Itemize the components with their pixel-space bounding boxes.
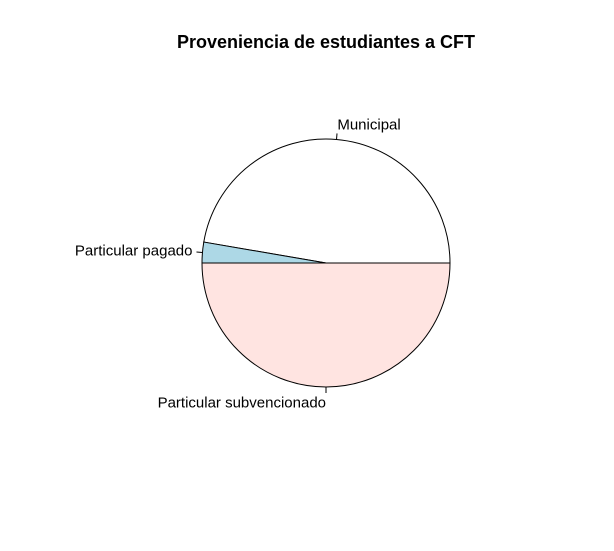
pie-label: Municipal: [337, 116, 400, 133]
chart-title: Proveniencia de estudiantes a CFT: [177, 32, 475, 52]
pie-label-tick: [336, 133, 338, 140]
pie-labels: Municipal Particular pagado Particular sub…: [75, 116, 401, 411]
pie-label: Particular subvencionado: [158, 394, 326, 411]
pie-slices: [201, 138, 451, 388]
pie-label-tick: [196, 251, 203, 253]
pie-slice-municipal: [203, 138, 451, 264]
pie-slice-particular-subvencionado: [201, 262, 451, 388]
pie-label: Particular pagado: [75, 243, 193, 260]
